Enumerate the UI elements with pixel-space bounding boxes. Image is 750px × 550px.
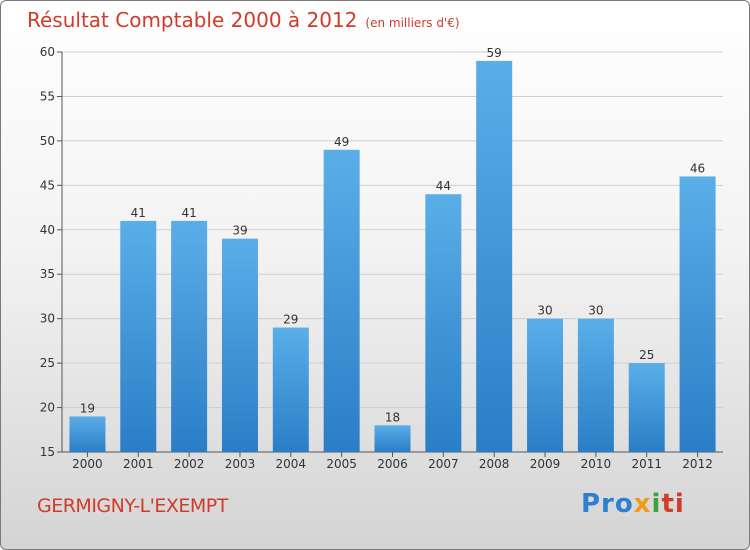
y-tick-label: 15: [40, 445, 55, 459]
town-name: GERMIGNY-L'EXEMPT: [37, 495, 228, 517]
axes: [57, 51, 723, 457]
y-tick-label: 35: [40, 267, 55, 281]
bar: [425, 194, 462, 452]
bar: [69, 416, 106, 452]
y-tick-label: 40: [40, 223, 55, 237]
x-tick-label: 2010: [581, 457, 612, 471]
data-label: 49: [334, 135, 349, 149]
data-label: 29: [283, 313, 298, 327]
x-tick-label: 2006: [377, 457, 408, 471]
data-label: 19: [80, 401, 95, 415]
bar: [527, 318, 564, 452]
x-tick-label: 2008: [479, 457, 510, 471]
x-tick-label: 2005: [326, 457, 357, 471]
data-label: 41: [181, 206, 196, 220]
y-tick-label: 30: [40, 312, 55, 326]
bar: [628, 363, 665, 452]
y-tick-label: 20: [40, 401, 55, 415]
bar: [171, 220, 208, 452]
bar: [221, 238, 258, 452]
bar: [374, 425, 411, 452]
bar: [272, 327, 309, 452]
x-tick-label: 2004: [276, 457, 307, 471]
data-label: 30: [588, 304, 603, 318]
data-label: 18: [385, 410, 400, 424]
x-tick-label: 2002: [174, 457, 205, 471]
bar: [476, 60, 513, 453]
data-label: 39: [232, 224, 247, 238]
brand-logo-part: ti: [661, 489, 685, 519]
x-tick-label: 2000: [72, 457, 103, 471]
y-tick-label: 55: [40, 89, 55, 103]
labels: 15 20 25 30 35 40 45 50 55 60 19 2000 41 2001 41 2002 39…: [40, 45, 713, 471]
data-label: 59: [487, 46, 502, 60]
bar: [577, 318, 614, 452]
y-tick-label: 60: [40, 45, 55, 59]
bar: [120, 220, 157, 452]
brand-logo-part: Pro: [581, 489, 634, 519]
bar: [323, 149, 360, 452]
bar: [679, 176, 716, 452]
data-label: 44: [436, 179, 451, 193]
y-tick-label: 45: [40, 178, 55, 192]
chart-title: Résultat Comptable 2000 à 2012 (en millie…: [27, 8, 460, 32]
x-tick-label: 2003: [225, 457, 256, 471]
x-tick-label: 2012: [682, 457, 713, 471]
x-tick-label: 2011: [631, 457, 662, 471]
data-label: 30: [537, 304, 552, 318]
y-tick-label: 25: [40, 356, 55, 370]
y-tick-label: 50: [40, 134, 55, 148]
bars: [69, 60, 716, 453]
x-tick-label: 2001: [123, 457, 154, 471]
chart-subtitle: (en milliers d'€): [365, 16, 460, 30]
data-label: 41: [131, 206, 146, 220]
brand-logo[interactable]: Proxiti: [581, 489, 685, 519]
data-label: 25: [639, 348, 654, 362]
data-label: 46: [690, 161, 705, 175]
brand-logo-part: x: [633, 489, 652, 519]
x-tick-label: 2007: [428, 457, 459, 471]
x-tick-label: 2009: [530, 457, 561, 471]
brand-logo-part: i: [651, 489, 662, 519]
grid-lines: [62, 51, 723, 409]
chart-title-text: Résultat Comptable 2000 à 2012: [27, 8, 358, 32]
